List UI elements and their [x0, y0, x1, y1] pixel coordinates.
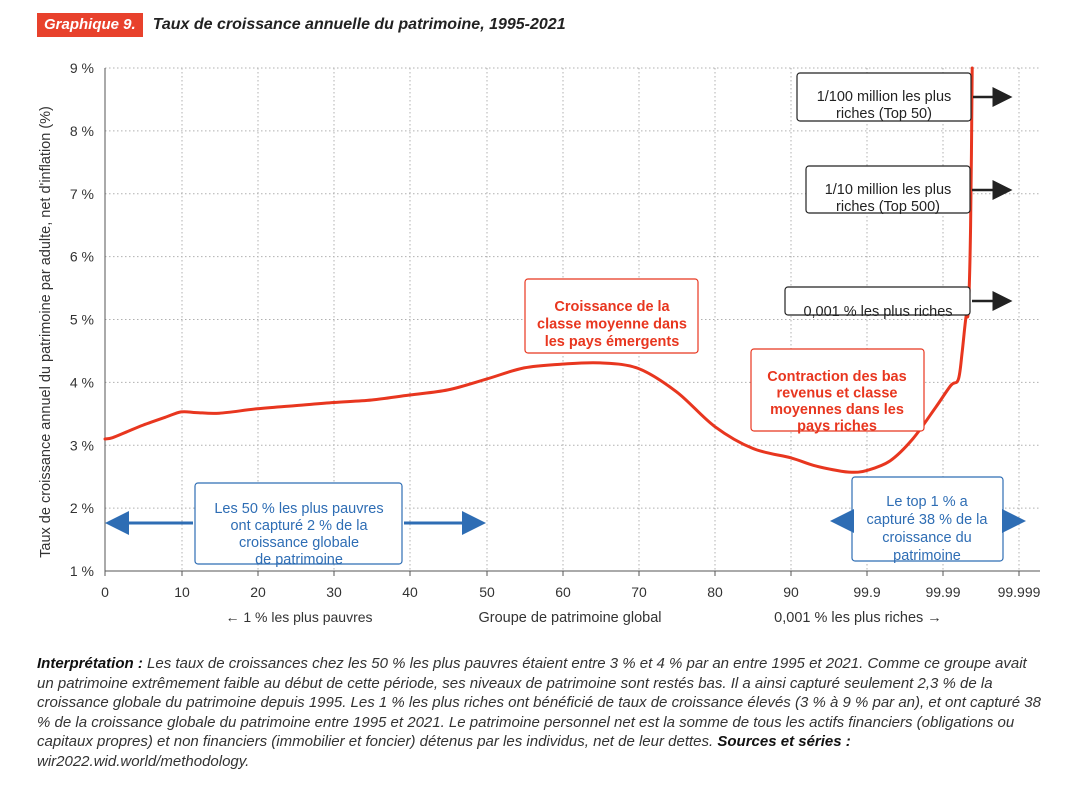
x-tick-label: 60 [555, 584, 571, 600]
bottom50-annotation-line: croissance globale [239, 535, 359, 551]
growth-chart: 1 % 2 % 3 % 4 % 5 % 6 % 7 % 8 % 9 % 0 10 20 30 40 50 60… [38, 60, 1041, 626]
top-0001pct-annotation-box [784, 286, 971, 316]
top1pct-annotation-line: patrimoine [893, 548, 961, 564]
top50-annotation-line: 1/100 million les plus [817, 89, 952, 105]
x-axis-label: Groupe de patrimoine global [479, 610, 662, 626]
top1pct-annotation-line: capturé 38 % de la [867, 512, 989, 528]
sources-text: wir2022.wid.world/methodology. [37, 752, 250, 770]
top1pct-annotation-line: Le top 1 % a [886, 494, 968, 510]
x-tick-label: 99.9 [853, 584, 880, 600]
x-tick-label: 0 [101, 584, 109, 600]
y-tick-label: 7 % [70, 186, 94, 202]
rich-countries-contraction-annotation-line: moyennes dans les [770, 402, 904, 418]
x-axis-left-label: ← 1 % les plus pauvres [225, 609, 372, 625]
emerging-middle-class-annotation-line: Croissance de la [554, 299, 670, 315]
figure-header: Graphique 9. Taux de croissance annuelle… [37, 13, 566, 37]
y-tick-label: 3 % [70, 437, 94, 453]
x-tick-label: 70 [631, 584, 647, 600]
rich-countries-contraction-annotation-box [750, 348, 925, 432]
y-tick-label: 1 % [70, 563, 94, 579]
top500-annotation-line: riches (Top 500) [836, 199, 940, 215]
rich-countries-contraction-annotation-line: Contraction des bas [767, 369, 906, 385]
emerging-middle-class-annotation-box [524, 278, 699, 354]
rich-countries-contraction-annotation-line: pays riches [797, 419, 877, 435]
y-tick-label: 2 % [70, 500, 94, 516]
top1pct-annotation-line: croissance du [882, 530, 971, 546]
y-tick-label: 9 % [70, 60, 94, 76]
interpretation-text: Les taux de croissances chez les 50 % le… [37, 655, 1041, 750]
x-tick-label: 20 [250, 584, 266, 600]
bottom50-annotation-line: Les 50 % les plus pauvres [214, 501, 383, 517]
x-tick-label: 99.999 [998, 584, 1041, 600]
x-tick-label: 50 [479, 584, 495, 600]
top500-annotation-line: 1/10 million les plus [825, 182, 952, 198]
x-tick-label: 30 [326, 584, 342, 600]
top500-annotation-box [805, 165, 971, 214]
rich-countries-contraction-annotation-line: revenus et classe [777, 386, 898, 402]
bottom50-annotation-line: ont capturé 2 % de la [230, 518, 368, 534]
sources-label: Sources et séries : [717, 733, 851, 750]
interpretation-note: Interprétation : Les taux de croissances… [37, 654, 1047, 771]
top50-annotation-box [796, 72, 972, 122]
top50-annotation-line: riches (Top 50) [836, 106, 932, 122]
bottom50-annotation-box [194, 482, 403, 565]
emerging-middle-class-annotation-line: les pays émergents [545, 334, 680, 350]
x-tick-label: 10 [174, 584, 190, 600]
y-tick-label: 4 % [70, 374, 94, 390]
x-axis-right-label: 0,001 % les plus riches → [774, 610, 942, 626]
y-axis-label: Taux de croissance annuel du patrimoine … [38, 106, 54, 558]
top-0001pct-annotation-line: 0,001 % les plus riches [803, 304, 952, 320]
emerging-middle-class-annotation-line: classe moyenne dans [537, 317, 687, 333]
bottom50-annotation-line: de patrimoine [255, 552, 343, 568]
figure-title: Taux de croissance annuelle du patrimoin… [152, 16, 566, 33]
y-tick-label: 6 % [70, 249, 94, 265]
x-tick-label: 90 [783, 584, 799, 600]
y-tick-label: 5 % [70, 312, 94, 328]
growth-curve-series [103, 66, 974, 474]
x-tick-label: 80 [707, 584, 723, 600]
x-tick-label: 40 [402, 584, 418, 600]
interpretation-label: Interprétation : [37, 655, 143, 672]
x-tick-label: 99.99 [925, 584, 960, 600]
y-tick-label: 8 % [70, 123, 94, 139]
figure-number-badge: Graphique 9. [37, 13, 143, 37]
